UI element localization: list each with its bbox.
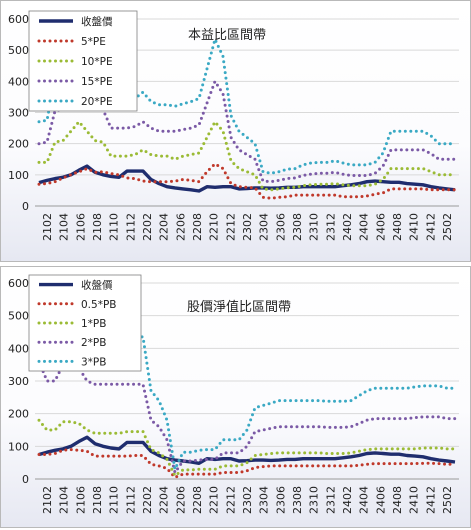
x-tick-label: 2202 xyxy=(141,213,154,241)
legend-label: 20*PE xyxy=(81,96,113,108)
legend-label: 5*PE xyxy=(81,36,106,48)
legend-label: 收盤價 xyxy=(81,15,113,28)
x-tick-label: 2104 xyxy=(58,213,71,241)
x-tick-label: 2404 xyxy=(358,486,371,514)
y-tick-label: 400 xyxy=(8,342,29,355)
x-tick-label: 2408 xyxy=(391,486,404,514)
x-tick-label: 2308 xyxy=(291,486,304,514)
x-tick-label: 2302 xyxy=(241,486,254,514)
x-tick-label: 2106 xyxy=(74,486,87,514)
x-tick-label: 2502 xyxy=(441,213,454,241)
series-line-2 xyxy=(37,120,457,192)
x-tick-label: 2210 xyxy=(208,213,221,241)
y-tick-label: 200 xyxy=(8,138,29,151)
x-tick-label: 2208 xyxy=(191,486,204,514)
y-tick-label: 600 xyxy=(8,13,29,26)
x-tick-label: 2204 xyxy=(158,213,171,241)
series-line-0 xyxy=(38,435,456,465)
y-tick-label: 300 xyxy=(8,107,29,120)
legend-label: 10*PE xyxy=(81,56,113,68)
series-line-0 xyxy=(38,164,456,193)
x-tick-label: 2212 xyxy=(224,213,237,241)
y-tick-label: 0 xyxy=(22,200,29,213)
y-tick-label: 500 xyxy=(8,44,29,57)
x-tick-label: 2102 xyxy=(41,486,54,514)
x-tick-label: 2212 xyxy=(224,486,237,514)
x-tick-label: 2310 xyxy=(308,213,321,241)
series-line-1 xyxy=(37,448,457,479)
x-tick-label: 2112 xyxy=(124,486,137,514)
x-tick-label: 2502 xyxy=(441,486,454,514)
x-tick-label: 2404 xyxy=(358,213,371,241)
x-tick-label: 2204 xyxy=(158,486,171,514)
x-tick-label: 2110 xyxy=(108,486,121,514)
chart-title: 本益比區間帶 xyxy=(188,28,266,43)
x-tick-label: 2206 xyxy=(174,213,187,241)
x-tick-label: 2110 xyxy=(108,213,121,241)
x-tick-label: 2402 xyxy=(341,213,354,241)
x-tick-label: 2102 xyxy=(41,213,54,241)
legend-label: 收盤價 xyxy=(81,279,113,292)
x-tick-label: 2106 xyxy=(74,213,87,241)
x-tick-label: 2312 xyxy=(324,213,337,241)
series-line-3 xyxy=(37,359,457,474)
y-tick-label: 100 xyxy=(8,440,29,453)
x-tick-label: 2308 xyxy=(291,213,304,241)
series-line-2 xyxy=(37,418,457,478)
x-tick-label: 2302 xyxy=(241,213,254,241)
x-tick-label: 2410 xyxy=(408,213,421,241)
x-tick-label: 2312 xyxy=(324,486,337,514)
x-tick-label: 2108 xyxy=(91,213,104,241)
legend-label: 15*PE xyxy=(81,76,113,88)
chart-title: 股價淨值比區間帶 xyxy=(187,299,291,315)
pb-band-chart-panel: 0 100 200 300 400 500 600 2102 2104 2106 2108 2110 2… xyxy=(0,266,471,528)
x-tick-label: 2304 xyxy=(258,213,271,241)
series-line-3 xyxy=(37,79,457,184)
y-tick-label: 600 xyxy=(8,277,29,290)
y-tick-label: 100 xyxy=(8,169,29,182)
x-tick-label: 2104 xyxy=(58,486,71,514)
legend-box xyxy=(28,274,142,372)
y-tick-label: 200 xyxy=(8,408,29,421)
legend-label: 3*PB xyxy=(81,356,106,368)
x-tick-label: 2306 xyxy=(274,213,287,241)
x-tick-label: 2310 xyxy=(308,486,321,514)
legend-label: 1*PB xyxy=(81,318,106,330)
pe-band-chart-panel: 0 100 200 300 400 500 600 2102 2104 2106 2108 2110 2… xyxy=(0,0,471,262)
x-tick-label: 2406 xyxy=(374,213,387,241)
y-tick-label: 500 xyxy=(8,310,29,323)
x-tick-label: 2202 xyxy=(141,486,154,514)
y-tick-label: 300 xyxy=(8,375,29,388)
x-tick-label: 2108 xyxy=(91,486,104,514)
x-tick-label: 2206 xyxy=(174,486,187,514)
x-tick-label: 2304 xyxy=(258,486,271,514)
y-tick-label: 0 xyxy=(22,473,29,486)
x-tick-label: 2406 xyxy=(374,486,387,514)
x-tick-label: 2402 xyxy=(341,486,354,514)
x-tick-label: 2412 xyxy=(424,486,437,514)
x-tick-label: 2410 xyxy=(408,486,421,514)
legend-label: 0.5*PB xyxy=(81,299,116,311)
legend-box xyxy=(28,10,138,112)
x-tick-label: 2210 xyxy=(208,486,221,514)
x-tick-label: 2408 xyxy=(391,213,404,241)
x-tick-label: 2208 xyxy=(191,213,204,241)
y-tick-label: 400 xyxy=(8,75,29,88)
series-line-1 xyxy=(37,162,457,200)
x-tick-label: 2306 xyxy=(274,486,287,514)
legend-label: 2*PB xyxy=(81,337,106,349)
x-tick-label: 2412 xyxy=(424,213,437,241)
x-tick-label: 2112 xyxy=(124,213,137,241)
